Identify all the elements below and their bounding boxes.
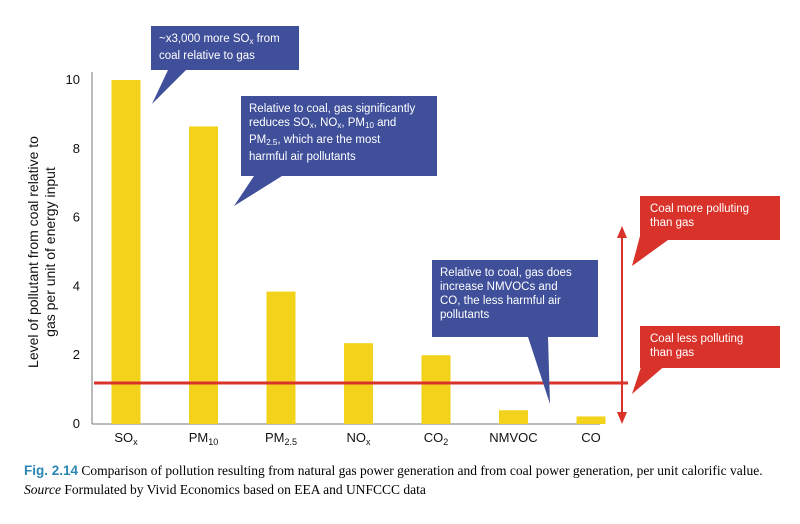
caption-source-text: Formulated by Vivid Economics based on E… <box>61 482 426 497</box>
callout-nmvoc: Relative to coal, gas does increase NMVO… <box>432 260 598 337</box>
y-ticks: 0 2 4 6 8 10 <box>66 72 80 431</box>
y-axis-label: Level of pollutant from coal relative to… <box>25 136 58 368</box>
x-tick-label: SOx <box>114 430 138 447</box>
y-tick-label: 0 <box>73 416 80 431</box>
callout-so2: ~x3,000 more SOx from coal relative to g… <box>151 26 299 70</box>
callout-so2-tail <box>152 70 186 104</box>
callout-pm-tail <box>234 176 282 206</box>
x-tick-label: CO <box>581 430 601 445</box>
chart-area: 0 2 4 6 8 10 SOx PM10 PM2.5 NOx CO2 NMVOC CO Level … <box>25 70 674 447</box>
red-more-tail <box>632 236 668 266</box>
y-tick-label: 4 <box>73 278 80 293</box>
x-tick-labels: SOx PM10 PM2.5 NOx CO2 NMVOC CO <box>114 430 600 447</box>
callout-pm: Relative to coal, gas significantly redu… <box>241 96 437 176</box>
caption-source-label: Source <box>24 482 61 497</box>
annotation-coal-less-polluting: Coal less polluting than gas <box>640 326 780 368</box>
bar <box>111 80 141 424</box>
y-tick-label: 8 <box>73 141 80 156</box>
caption-text: Comparison of pollution resulting from n… <box>78 463 763 478</box>
figure-caption: Fig. 2.14 Comparison of pollution result… <box>24 461 784 499</box>
x-tick-label: NOx <box>347 430 372 447</box>
x-tick-label: PM2.5 <box>265 430 297 447</box>
bar <box>421 355 451 424</box>
x-tick-label: NMVOC <box>489 430 537 445</box>
y-tick-label: 10 <box>66 72 80 87</box>
bar <box>266 291 296 424</box>
bar <box>189 126 218 424</box>
callout-nmvoc-tail <box>528 337 550 404</box>
y-tick-label: 2 <box>73 347 80 362</box>
x-tick-label: PM10 <box>189 430 219 447</box>
annotation-coal-more-polluting: Coal more polluting than gas <box>640 196 780 240</box>
caption-label: Fig. 2.14 <box>24 463 79 478</box>
bars <box>111 80 606 424</box>
x-tick-label: CO2 <box>424 430 449 447</box>
range-arrow <box>617 226 627 424</box>
y-tick-label: 6 <box>73 210 80 225</box>
bar <box>499 410 528 424</box>
bar <box>576 416 606 424</box>
